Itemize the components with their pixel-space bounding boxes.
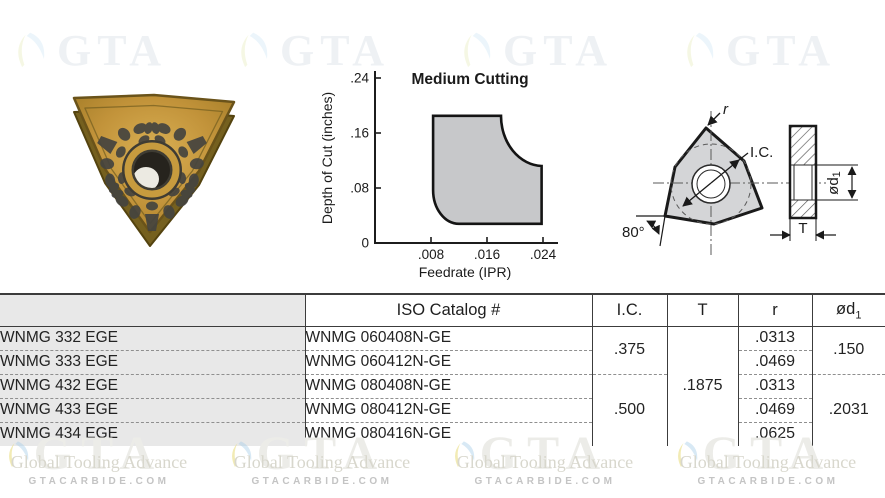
d1-symbol: ød <box>836 299 856 318</box>
d1-value-cell: .150 <box>833 341 865 358</box>
svg-text:.16: .16 <box>350 126 369 141</box>
table-row: WNMG 333 EGE WNMG 060412N-GE .0469 <box>0 349 885 374</box>
chipbreaker-pattern <box>76 100 228 231</box>
watermark-website: GTACARBIDE.COM <box>474 475 616 487</box>
hatch-bottom <box>790 200 816 218</box>
svg-text:.008: .008 <box>418 247 444 262</box>
watermark-company: Global Tooling Advance <box>679 452 857 472</box>
svg-text:.016: .016 <box>474 247 500 262</box>
iso-number-cell: WNMG 080412N-GE <box>305 397 593 422</box>
gta-swoosh-icon <box>18 32 45 68</box>
part-number-cell: WNMG 332 EGE <box>0 326 306 350</box>
ic-value-cell: .375 <box>592 326 668 374</box>
col-header-t: T <box>667 294 739 327</box>
r-value-cell: .0469 <box>738 349 813 374</box>
hole-gold-ring <box>124 142 180 198</box>
col-header-d1: ød1 <box>812 294 885 327</box>
thickness-label: T <box>798 220 807 237</box>
iso-number-cell: WNMG 060408N-GE <box>305 326 593 350</box>
chart-y-axis-label: Depth of Cut (inches) <box>319 92 335 224</box>
r-value-cell: .0313 <box>738 326 813 350</box>
table-row: WNMG 434 EGE WNMG 080416N-GE .0625 <box>0 421 885 446</box>
watermark-brand-text: GTA <box>57 26 168 75</box>
watermark-brand-text: GTA <box>726 26 837 75</box>
col-header-part <box>0 294 306 327</box>
hatch-top <box>790 126 816 165</box>
spec-table: ISO Catalog # I.C. T r ød1 WNMG 332 EGE … <box>0 293 885 446</box>
watermark-company: Global Tooling Advance <box>233 452 411 472</box>
cutting-range-region <box>431 114 543 226</box>
cutting-range-chart: Medium Cutting Depth of Cut (inches) Fee… <box>319 71 558 280</box>
radius-label: r <box>723 101 729 118</box>
d1-value-cell: .2031 <box>812 373 885 446</box>
svg-text:.024: .024 <box>530 247 557 262</box>
table-row: WNMG 432 EGE WNMG 080408N-GE .500 .0313 … <box>0 373 885 446</box>
header-row: ISO Catalog # I.C. T r ød1 <box>0 294 885 327</box>
r-value-cell: .0469 <box>738 397 813 422</box>
part-number-cell: WNMG 333 EGE <box>0 349 306 374</box>
table-row: WNMG 332 EGE WNMG 060408N-GE .375 .1875 … <box>0 326 885 446</box>
iso-number-cell: WNMG 060412N-GE <box>305 349 593 374</box>
col-header-r: r <box>738 294 813 327</box>
insert-rim-line <box>84 104 224 224</box>
ic-arrow <box>710 159 740 184</box>
hole-diameter-label: ød1 <box>825 171 843 195</box>
gta-swoosh-icon <box>687 32 714 68</box>
part-number-cell: WNMG 432 EGE <box>0 373 306 398</box>
iso-number-cell: WNMG 080416N-GE <box>305 421 593 446</box>
chart-axes <box>374 71 558 244</box>
watermark-logo: GTA <box>5 28 167 74</box>
ic-arrow <box>682 182 712 207</box>
corner-angle-label: 80° <box>622 224 645 241</box>
chart-title: Medium Cutting <box>411 71 528 88</box>
col-header-iso: ISO Catalog # <box>305 294 593 327</box>
angle-arc-arrow <box>646 220 660 235</box>
watermark-company: Global Tooling Advance <box>456 452 634 472</box>
insert-photo <box>72 93 236 247</box>
r-value-cell: .0625 <box>738 421 813 446</box>
watermark-website: GTACARBIDE.COM <box>697 475 839 487</box>
iso-number-cell: WNMG 080408N-GE <box>305 373 593 398</box>
svg-text:0: 0 <box>361 236 369 251</box>
ic-leader-line <box>738 152 749 161</box>
side-view-outline <box>788 124 818 220</box>
part-number-cell: WNMG 433 EGE <box>0 397 306 422</box>
watermark-website: GTACARBIDE.COM <box>251 475 393 487</box>
ic-label: I.C. <box>750 144 773 161</box>
watermark-website: GTACARBIDE.COM <box>28 475 170 487</box>
gta-swoosh-icon <box>241 32 268 68</box>
dimension-diagram: I.C. r 80° ød1 T <box>622 101 858 255</box>
svg-text:.24: .24 <box>350 71 369 86</box>
ic-value-cell: .500 <box>592 373 668 446</box>
chart-x-axis-label: Feedrate (IPR) <box>419 264 512 280</box>
watermark-logo: GTA <box>674 28 836 74</box>
table-row: WNMG 433 EGE WNMG 080412N-GE .0469 <box>0 397 885 422</box>
inscribed-circle-dashed <box>670 143 752 225</box>
angle-edge-line <box>659 215 666 247</box>
r-value-cell: .0313 <box>738 373 813 398</box>
col-header-ic: I.C. <box>592 294 668 327</box>
chart-ticks: .008 .016 .024 0 .08 .16 .24 <box>350 71 556 263</box>
radius-leader-arrow <box>707 112 721 126</box>
watermark-company: Global Tooling Advance <box>10 452 188 472</box>
t-value-cell: .1875 <box>667 326 739 446</box>
d1-subscript: 1 <box>855 308 862 321</box>
svg-text:.08: .08 <box>350 181 369 196</box>
part-number-cell: WNMG 434 EGE <box>0 421 306 446</box>
